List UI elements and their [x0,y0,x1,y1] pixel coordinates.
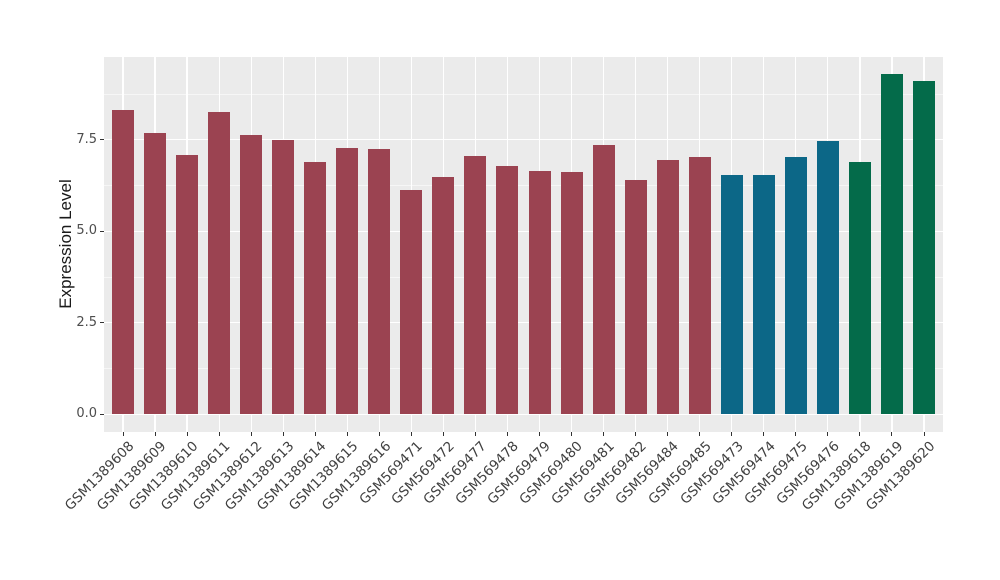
minor-gridline-y [104,276,943,278]
x-tick-mark [410,432,412,436]
minor-gridline-y [104,93,943,95]
bar-GSM1389609 [144,132,167,414]
x-tick-mark [667,432,669,436]
major-gridline-y [104,413,943,415]
bar-GSM569477 [464,155,487,414]
y-tick-label: 0.0 [76,406,97,421]
x-tick-mark [314,432,316,436]
x-tick-mark [442,432,444,436]
y-tick-mark [100,322,104,323]
y-tick-mark [100,139,104,140]
bar-GSM1389620 [913,81,935,414]
y-tick-mark [100,230,104,232]
x-tick-mark [474,432,476,436]
x-tick-mark [186,432,188,436]
major-gridline-y [104,139,943,141]
bar-GSM1389618 [848,162,871,414]
x-tick-mark [539,432,541,436]
x-tick-mark [763,432,765,436]
x-tick-mark [218,432,220,436]
bar-GSM569474 [752,174,775,414]
bar-GSM1389616 [368,149,391,414]
x-tick-mark [154,432,156,436]
bar-GSM1389614 [304,161,327,414]
x-tick-mark [891,432,893,436]
bar-GSM569481 [592,145,615,414]
bar-GSM569471 [400,190,423,414]
bar-GSM569484 [656,159,679,414]
bar-GSM569475 [784,156,807,414]
y-axis-title: Expression Level [56,179,75,309]
x-tick-mark [699,432,701,436]
bar-GSM569472 [432,176,455,414]
bar-GSM1389610 [176,154,199,414]
minor-gridline-y [104,368,943,370]
bar-GSM1389619 [880,73,903,414]
bar-GSM1389611 [208,111,231,414]
plot-panel [104,57,943,432]
y-tick-label: 2.5 [76,314,97,330]
x-tick-mark [571,432,573,436]
y-tick-label: 5.0 [76,223,97,238]
x-tick-mark [827,432,829,436]
x-tick-mark [635,432,637,436]
bar-GSM1389612 [240,135,263,414]
x-tick-mark [378,432,380,436]
bar-GSM1389613 [272,139,295,414]
x-tick-mark [795,432,797,436]
x-tick-mark [506,432,508,436]
x-tick-mark [346,432,348,436]
x-tick-mark [923,432,925,436]
x-tick-mark [282,432,284,436]
bar-GSM569473 [720,174,743,414]
minor-gridline-y [104,185,943,187]
y-tick-label: 7.5 [76,131,97,147]
bar-GSM569480 [560,171,583,414]
bar-GSM1389608 [112,110,134,414]
bar-GSM1389615 [336,148,359,414]
y-tick-mark [100,413,104,415]
x-tick-mark [859,432,861,436]
bar-GSM569476 [816,140,839,414]
bar-GSM569478 [496,165,519,414]
x-tick-mark [250,432,252,436]
bar-GSM569485 [688,156,711,414]
x-tick-mark [122,432,124,436]
x-tick-mark [603,432,605,436]
x-tick-mark [731,432,733,436]
major-gridline-y [104,230,943,232]
major-gridline-y [104,322,943,324]
bar-GSM569482 [624,180,647,414]
bar-GSM569479 [528,170,551,414]
